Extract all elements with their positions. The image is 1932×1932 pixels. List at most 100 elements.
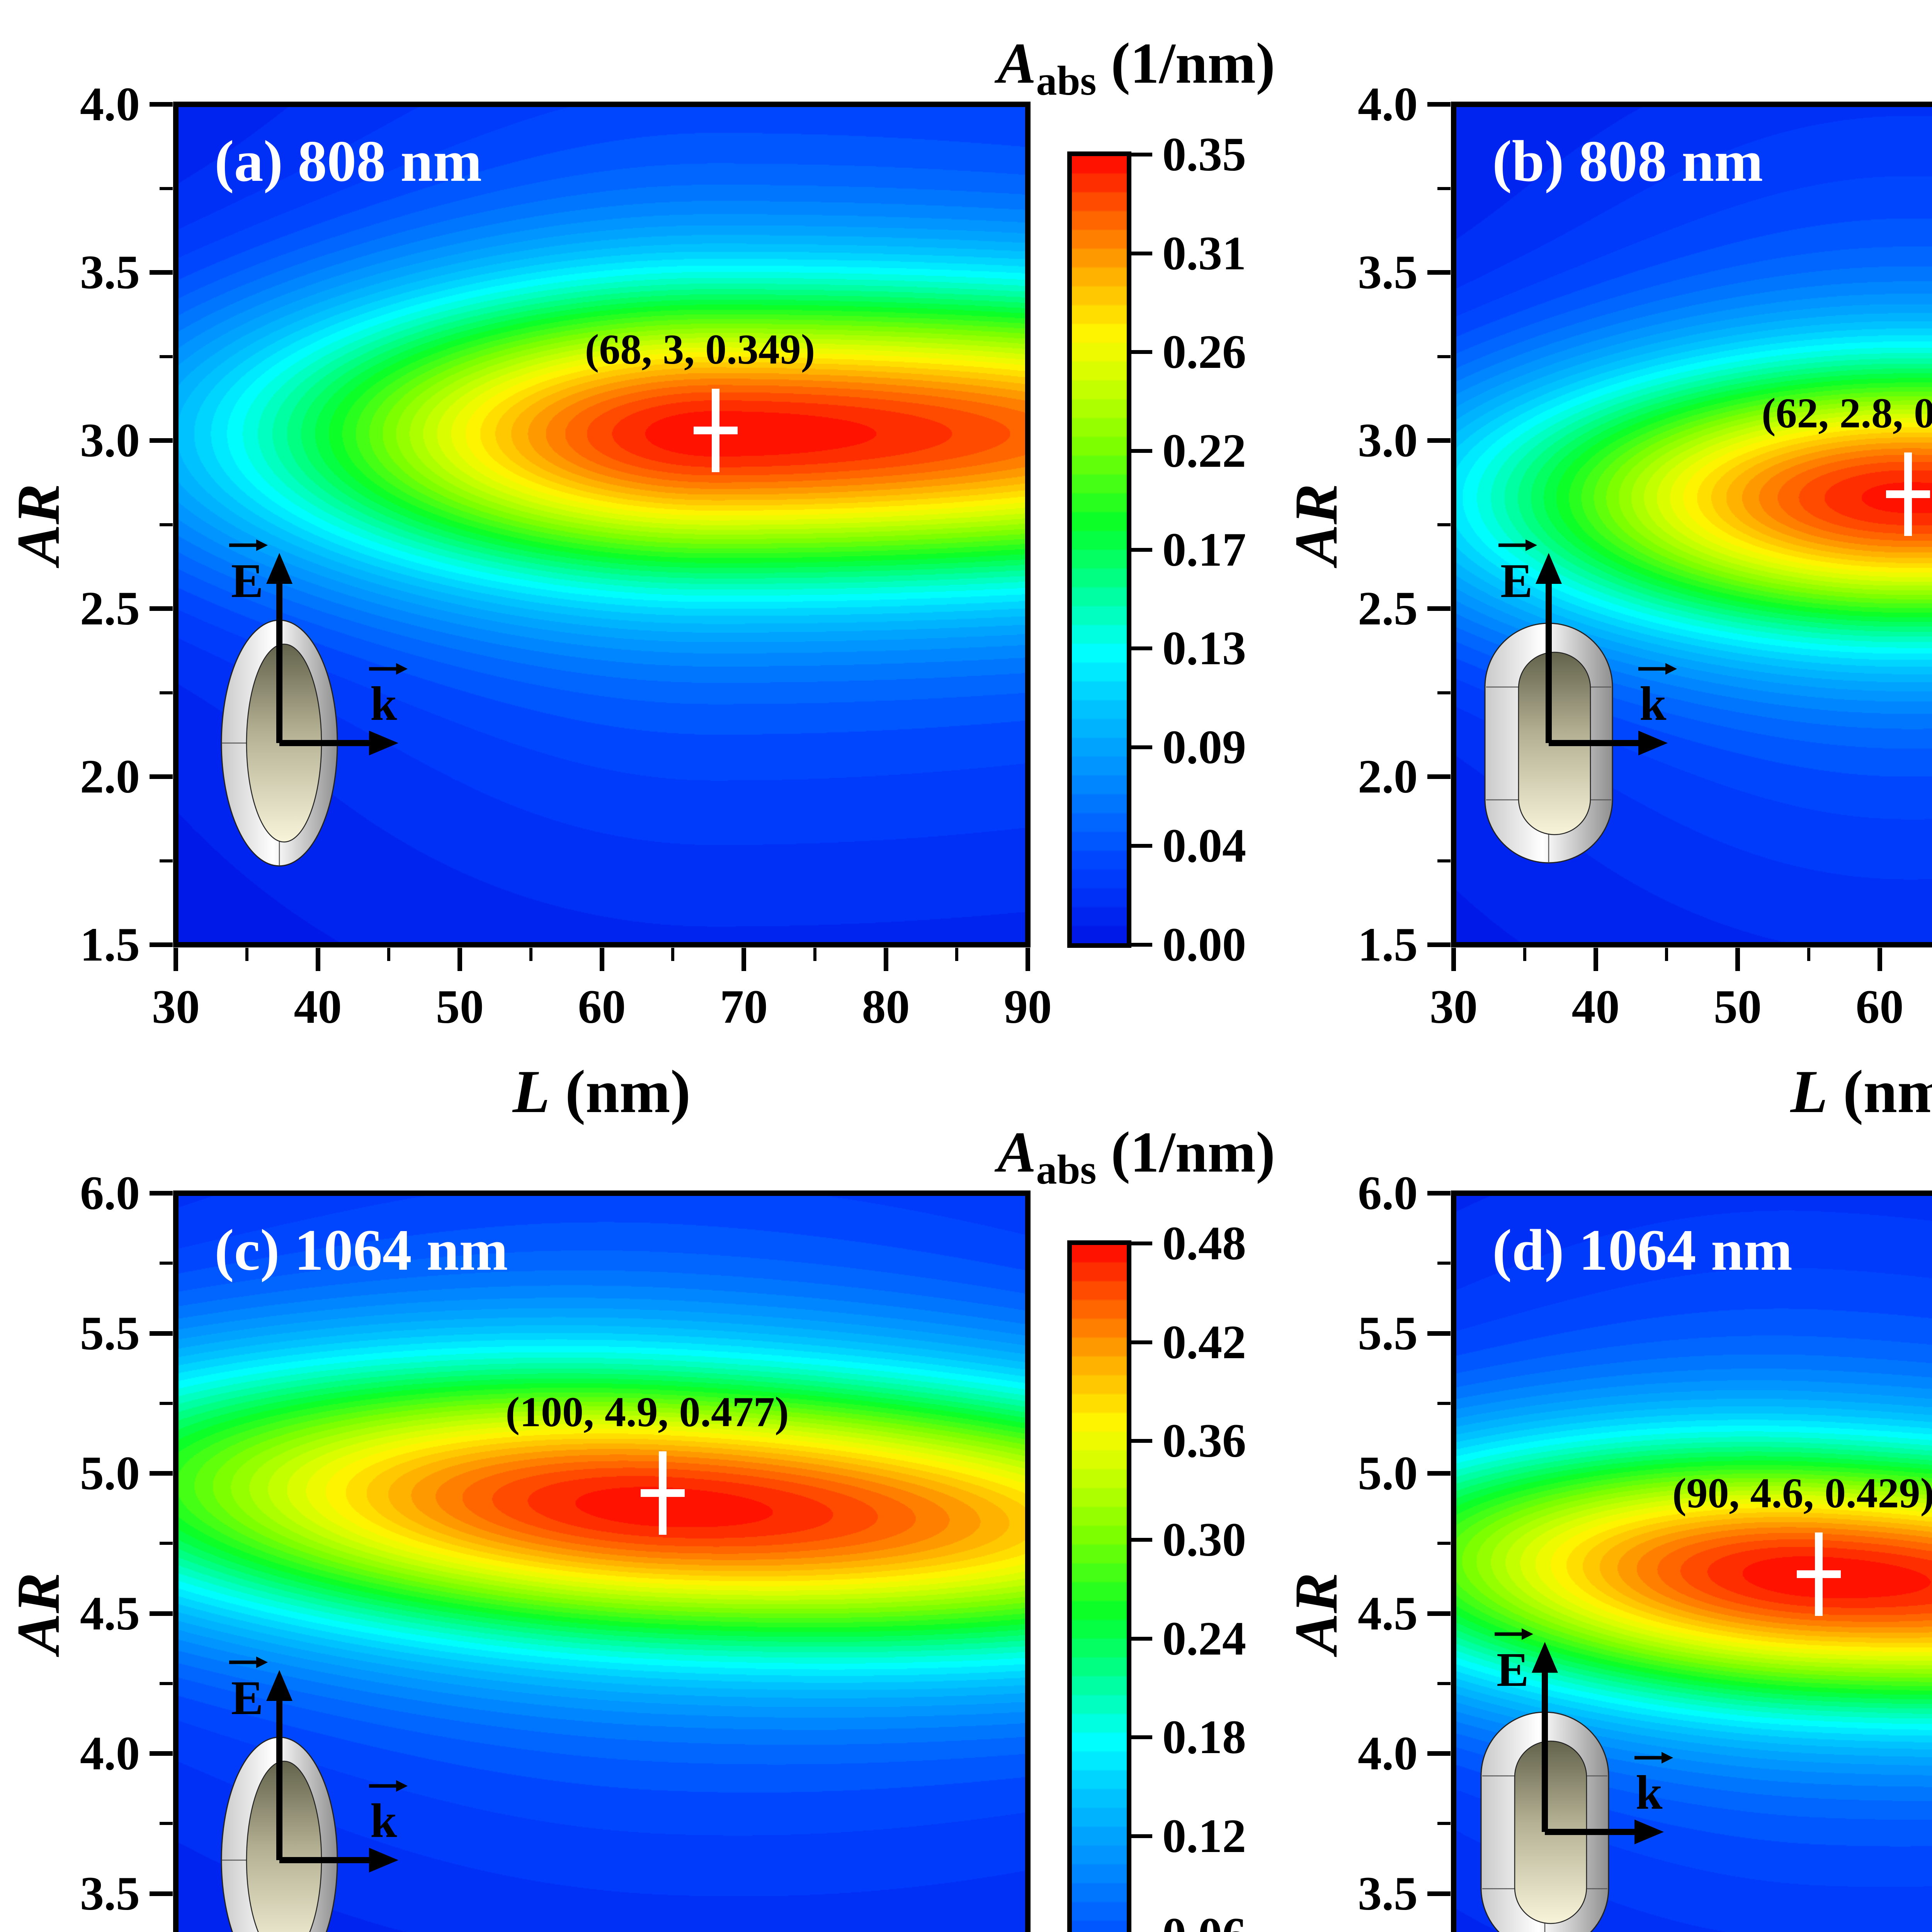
x-axis-label: L (nm) (1791, 1057, 1932, 1127)
x-tick-label: 80 (862, 980, 910, 1033)
nanoparticle-inset: E k (1413, 1585, 1800, 1932)
x-major-tick (1735, 948, 1740, 971)
x-tick-label: 40 (1571, 980, 1620, 1033)
y-minor-tick (1437, 1401, 1451, 1405)
y-tick-label: 5.0 (1358, 1447, 1418, 1500)
colorbar-tick-label: 0.12 (1162, 1809, 1246, 1862)
peak-annotation: (90, 4.6, 0.429) (1672, 1469, 1932, 1517)
colorbar-tick (1130, 449, 1152, 453)
y-tick-label: 4.0 (80, 1727, 140, 1780)
colorbar-variable: A (997, 31, 1036, 95)
colorbar-subscript: abs (1036, 58, 1097, 104)
y-major-tick (150, 1191, 173, 1196)
E-vector-label: E (231, 1672, 263, 1725)
y-minor-tick (1437, 859, 1451, 862)
E-vector-label: E (1500, 554, 1532, 608)
peak-marker-horizontal (1797, 1570, 1841, 1578)
y-tick-label: 2.5 (80, 582, 140, 635)
x-major-tick (1451, 948, 1456, 971)
y-major-tick (150, 1471, 173, 1476)
y-minor-tick (160, 187, 173, 190)
panel-d: (d) 1064 nm AR L (nm) Aabs (1/nm) (90, 4… (1278, 1089, 1932, 1932)
y-major-tick (150, 1331, 173, 1336)
y-major-tick (150, 774, 173, 779)
x-axis-variable: L (512, 1058, 550, 1126)
panel-a: (a) 808 nm AR L (nm) Aabs (1/nm) (68, 3,… (0, 0, 1278, 1126)
peak-annotation: (100, 4.9, 0.477) (505, 1388, 789, 1435)
x-tick-label: 70 (720, 980, 768, 1033)
y-tick-label: 2.0 (1358, 750, 1418, 803)
k-vector-label: k (1639, 677, 1667, 731)
y-major-tick (150, 1891, 173, 1896)
colorbar-tick (1130, 1636, 1152, 1641)
colorbar-tick-label: 0.36 (1162, 1414, 1246, 1468)
x-axis-variable: L (1790, 1058, 1828, 1126)
y-major-tick (1427, 774, 1451, 779)
colorbar-tick (1130, 1537, 1152, 1542)
x-tick-label: 50 (1714, 980, 1762, 1033)
x-major-tick (599, 948, 604, 971)
nanoparticle-3d-icon: E k (221, 1656, 408, 1932)
y-tick-label: 6.0 (80, 1167, 140, 1219)
nanoparticle-inset: E k (148, 496, 534, 921)
y-major-tick (1427, 1331, 1451, 1336)
y-tick-label: 4.5 (1358, 1587, 1418, 1640)
colorbar-tick (1130, 1242, 1152, 1245)
nanoparticle-inset: E k (148, 1613, 534, 1932)
colorbar (1070, 155, 1128, 945)
y-minor-tick (160, 355, 173, 358)
colorbar-tick-label: 0.42 (1162, 1315, 1246, 1369)
y-tick-label: 5.5 (1358, 1306, 1418, 1360)
panel-label: (b) 808 nm (1492, 129, 1763, 194)
y-major-tick (1427, 270, 1451, 275)
y-tick-label: 3.5 (80, 1867, 140, 1920)
x-tick-label: 30 (152, 980, 200, 1033)
x-tick-label: 60 (1855, 980, 1904, 1033)
peak-marker-horizontal (1886, 490, 1930, 498)
peak-marker-horizontal (641, 1489, 685, 1497)
y-tick-label: 3.0 (1358, 414, 1418, 467)
y-minor-tick (1437, 1542, 1451, 1545)
y-tick-label: 4.0 (1358, 78, 1418, 131)
x-major-tick (742, 948, 746, 971)
colorbar-tick-label: 0.17 (1162, 523, 1246, 576)
x-major-tick (457, 948, 462, 971)
y-minor-tick (160, 691, 173, 694)
y-minor-tick (1437, 1822, 1451, 1825)
panel-c: (c) 1064 nm AR L (nm) Aabs (1/nm) (100, … (0, 1089, 1278, 1932)
y-major-tick (150, 438, 173, 443)
E-vector-label: E (231, 554, 263, 608)
colorbar-tick (1130, 251, 1152, 255)
x-major-tick (1593, 948, 1598, 971)
colorbar-tick (1130, 548, 1152, 552)
y-minor-tick (1437, 523, 1451, 526)
peak-marker-horizontal (693, 426, 738, 434)
x-minor-tick (1665, 948, 1668, 961)
colorbar-tick-label: 0.13 (1162, 622, 1246, 675)
y-major-tick (150, 1611, 173, 1616)
y-major-tick (1427, 942, 1451, 947)
x-axis-units: (nm) (550, 1058, 691, 1126)
y-minor-tick (1437, 1682, 1451, 1685)
y-major-tick (1427, 1611, 1451, 1616)
y-axis-label: AR (1282, 483, 1350, 565)
y-major-tick (150, 102, 173, 107)
nanoparticle-3d-icon: E k (221, 539, 408, 867)
y-major-tick (1427, 102, 1451, 107)
colorbar-variable: A (997, 1120, 1036, 1184)
x-minor-tick (1807, 948, 1810, 961)
colorbar-tick-label: 0.18 (1162, 1711, 1246, 1764)
y-tick-label: 2.5 (1358, 582, 1418, 635)
y-minor-tick (160, 1542, 173, 1545)
y-major-tick (1427, 1891, 1451, 1896)
y-minor-tick (160, 1682, 173, 1685)
colorbar-tick (1130, 943, 1152, 947)
colorbar-tick-label: 0.00 (1162, 918, 1246, 971)
y-major-tick (1427, 438, 1451, 443)
y-major-tick (150, 270, 173, 275)
y-tick-label: 2.0 (80, 750, 140, 803)
x-major-tick (1877, 948, 1882, 971)
k-vector-label: k (1636, 1766, 1663, 1820)
nanoparticle-3d-icon: E k (1484, 539, 1677, 864)
